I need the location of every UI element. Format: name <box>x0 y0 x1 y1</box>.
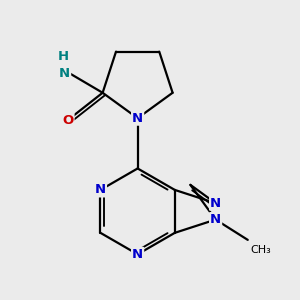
Text: H: H <box>58 50 69 63</box>
Text: N: N <box>210 197 221 210</box>
Text: N: N <box>132 248 143 261</box>
Text: N: N <box>210 213 221 226</box>
Text: N: N <box>95 183 106 196</box>
Text: CH₃: CH₃ <box>251 245 272 255</box>
Text: O: O <box>62 113 74 127</box>
Text: N: N <box>132 112 143 125</box>
Text: N: N <box>59 67 70 80</box>
